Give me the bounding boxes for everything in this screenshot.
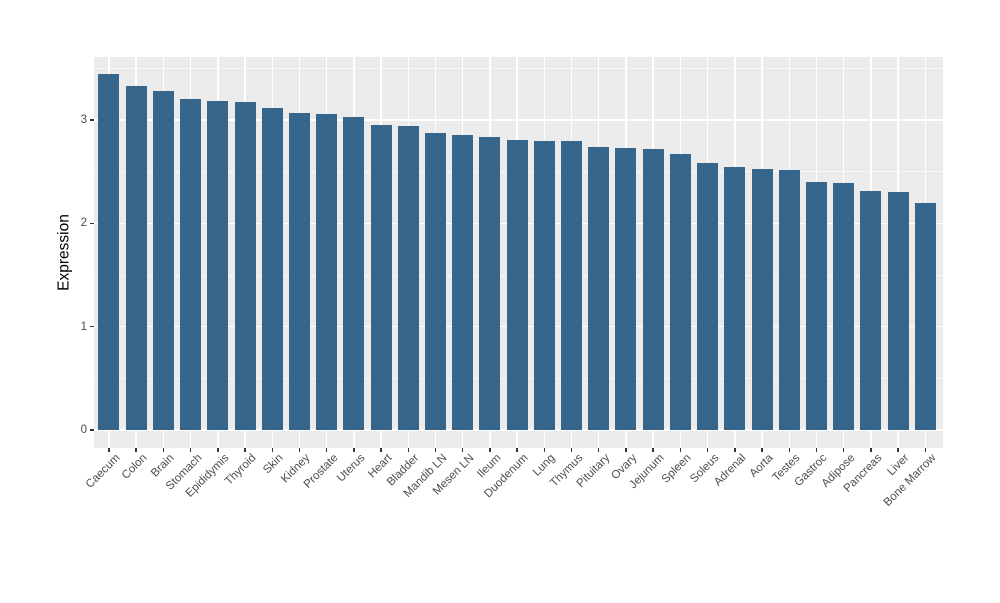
x-tick-bone-marrow xyxy=(924,448,926,452)
x-tick-brain xyxy=(162,448,165,452)
bar-mesen-ln xyxy=(452,134,474,430)
x-tick-prostate xyxy=(325,448,328,452)
x-tick-adrenal xyxy=(734,448,736,452)
bar-liver xyxy=(887,192,909,430)
bar-brain xyxy=(152,91,174,430)
bar-ileum xyxy=(479,136,501,430)
y-tick-label-1: 1 xyxy=(80,320,87,333)
bar-gastroc xyxy=(805,182,827,430)
y-tick-label-0: 0 xyxy=(80,424,87,436)
bar-lung xyxy=(533,140,555,430)
x-tick-skin xyxy=(271,448,273,452)
bar-duodenum xyxy=(506,139,528,430)
bar-bladder xyxy=(397,126,419,430)
bar-jejunum xyxy=(642,149,664,430)
x-tick-spleen xyxy=(679,448,682,452)
bar-kidney xyxy=(288,112,310,430)
gridline-major-y0 xyxy=(94,429,943,431)
x-tick-duodenum xyxy=(516,448,518,452)
x-tick-mesen-ln xyxy=(462,448,464,452)
bar-skin xyxy=(261,107,283,430)
expression-bar-chart: Expression Caecum Colon Brain Stomach Epidid… xyxy=(55,57,943,509)
x-tick-mandib-ln xyxy=(434,448,437,452)
y-tick-label-3: 3 xyxy=(80,114,87,127)
y-tick-1 xyxy=(90,326,94,328)
x-tick-bladder xyxy=(407,448,409,452)
x-tick-epididymis xyxy=(217,448,219,452)
x-tick-soleus xyxy=(706,448,709,452)
x-tick-gastroc xyxy=(815,448,818,452)
bar-epididymis xyxy=(207,100,229,430)
y-tick-3 xyxy=(90,119,94,121)
y-tick-0 xyxy=(90,429,94,431)
bar-soleus xyxy=(697,162,719,430)
bar-stomach xyxy=(180,98,202,430)
x-tick-jejunum xyxy=(652,448,654,452)
x-tick-pituitary xyxy=(598,448,600,452)
x-tick-lung xyxy=(543,448,546,452)
x-tick-stomach xyxy=(189,448,192,452)
bar-spleen xyxy=(669,154,691,430)
bar-caecum xyxy=(98,73,120,430)
x-tick-kidney xyxy=(298,448,301,452)
x-tick-ileum xyxy=(489,448,491,452)
plot-panel xyxy=(94,57,943,448)
bar-ovary xyxy=(615,148,637,430)
bar-adipose xyxy=(833,183,855,430)
x-tick-adipose xyxy=(842,448,845,452)
bar-adrenal xyxy=(724,166,746,430)
bar-thymus xyxy=(561,140,583,430)
gridline-minor-y3.5 xyxy=(94,68,943,70)
y-tick-label-2: 2 xyxy=(80,217,87,230)
x-tick-liver xyxy=(897,448,899,452)
bar-uterus xyxy=(343,117,365,430)
bar-heart xyxy=(370,125,392,430)
x-tick-thymus xyxy=(570,448,573,452)
y-tick-2 xyxy=(90,222,94,225)
x-tick-uterus xyxy=(353,448,355,452)
x-tick-caecum xyxy=(108,448,110,452)
bar-prostate xyxy=(316,113,338,430)
bar-aorta xyxy=(751,168,773,430)
gridline-major-y3 xyxy=(94,119,943,121)
x-tick-colon xyxy=(135,448,137,452)
x-tick-heart xyxy=(380,448,382,452)
bar-pancreas xyxy=(860,191,882,430)
bar-colon xyxy=(125,86,147,430)
x-tick-pancreas xyxy=(870,448,872,452)
x-tick-testes xyxy=(788,448,790,452)
bar-thyroid xyxy=(234,101,256,430)
x-tick-ovary xyxy=(625,448,627,452)
bar-bone-marrow xyxy=(914,202,936,430)
x-tick-aorta xyxy=(761,448,763,452)
bar-pituitary xyxy=(588,147,610,430)
bar-mandib-ln xyxy=(425,132,446,430)
bar-testes xyxy=(778,169,800,430)
x-tick-thyroid xyxy=(244,448,246,452)
